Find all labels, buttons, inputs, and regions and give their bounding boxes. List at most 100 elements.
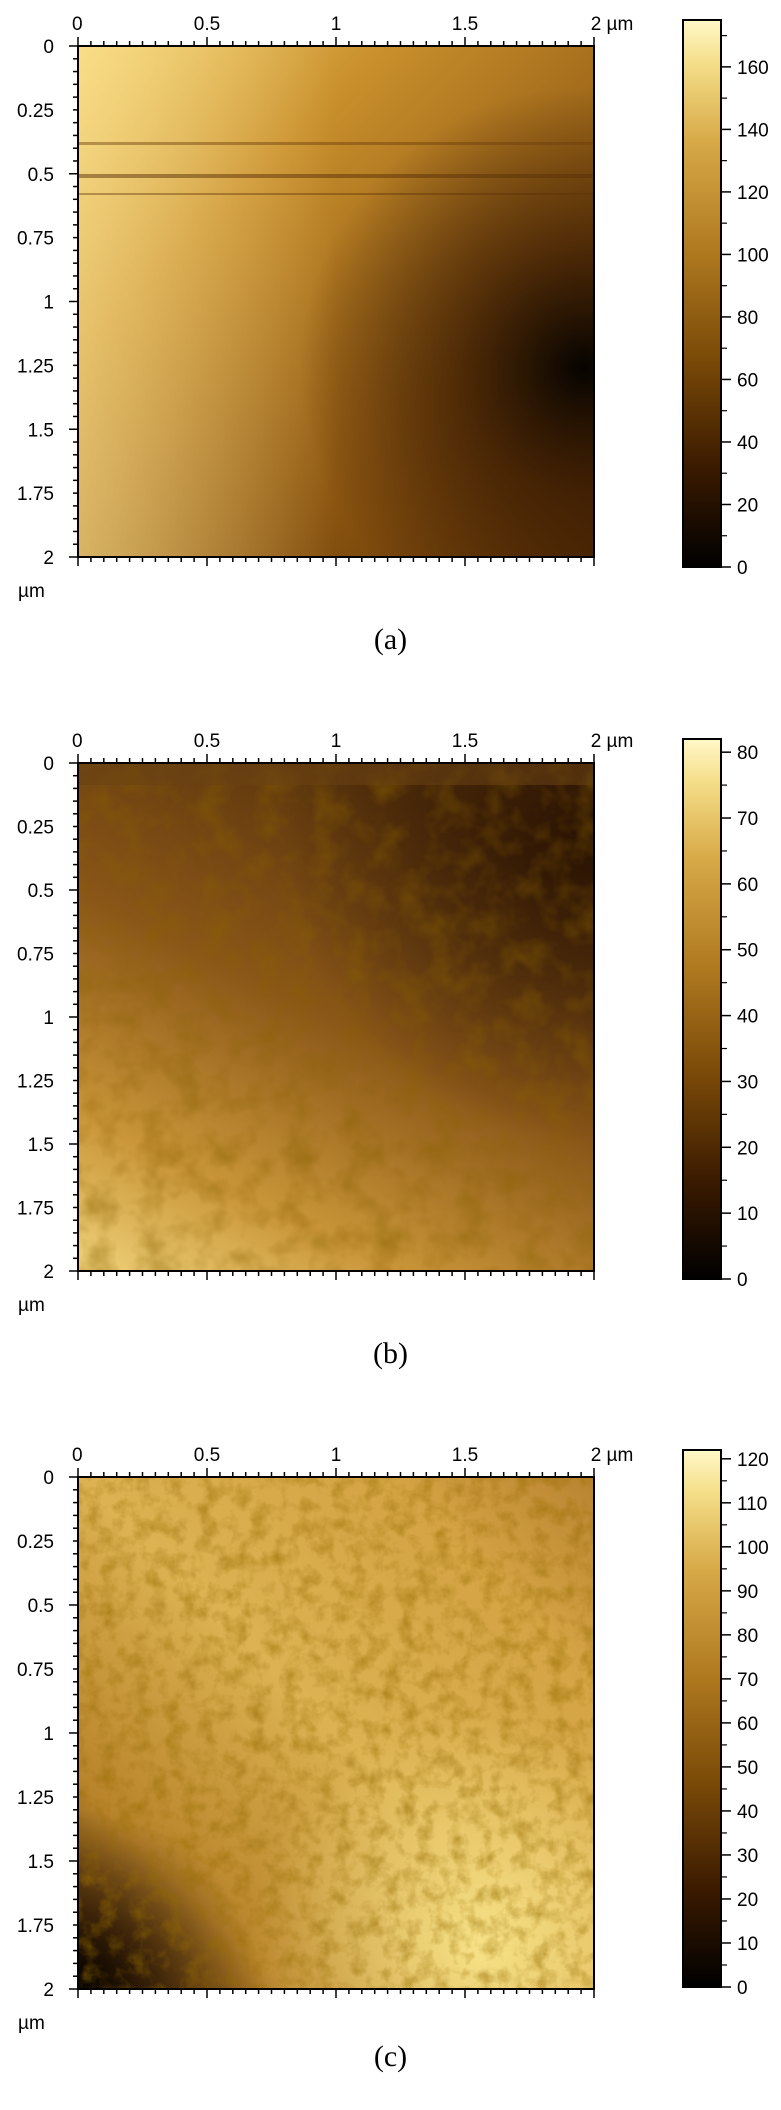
colorbar-tick-label: 50: [737, 941, 758, 962]
x-tick-label: 1.5: [452, 14, 478, 35]
x-axis-a: 0 0.5 1 1.5 2 µm: [72, 14, 633, 35]
colorbar-tick-label: 160: [737, 58, 769, 79]
x-tick-label: 0: [72, 1445, 83, 1466]
colorbar-tick-label: 40: [737, 1007, 758, 1028]
y-tick-label: 0.5: [28, 165, 54, 186]
colorbar-ticks-a: 0 20 40 60 80 100 120 140 160: [721, 35, 769, 579]
colorbar-tick-label: 20: [737, 495, 758, 516]
x-tick-label: 1: [331, 1445, 342, 1466]
y-tick-label: 1.5: [28, 1852, 54, 1873]
y-tick-label: 0.75: [17, 1660, 54, 1681]
y-tick-label: 0.5: [28, 881, 54, 902]
colorbar-tick-label: 0: [737, 558, 748, 579]
x-tick-label: 1: [331, 731, 342, 752]
y-tick-label: 1.25: [17, 356, 54, 377]
x-axis-b: 0 0.5 1 1.5 2 µm: [72, 731, 633, 752]
y-tick-label: 1: [43, 1008, 54, 1029]
afm-figure-c: 0 0.5 1 1.5 2 µm 0 0.25 0.5 0.75 1 1.25 1.5 1.75 2 µm…: [17, 1445, 769, 2034]
colorbar-ticks-c: 0 10 20 30 40 50 60 70 80 90 100 110 120: [721, 1450, 769, 1999]
colorbar-tick-label: 0: [737, 1270, 748, 1291]
y-axis-a: 0 0.25 0.5 0.75 1 1.25 1.5 1.75 2 µm: [17, 37, 54, 602]
colorbar-tick-label: 70: [737, 809, 758, 830]
colorbar-tick-label: 120: [737, 1450, 769, 1471]
colorbar-tick-label: 70: [737, 1670, 758, 1691]
afm-panel-a: 0 0.5 1 1.5 2 µm 0 0.25 0.5 0.75 1 1.25 1.5 1.75 2 µm…: [0, 0, 781, 690]
y-unit-label: µm: [18, 1295, 45, 1316]
colorbar-a: [682, 19, 722, 568]
x-tick-label: 2 µm: [591, 731, 634, 752]
colorbar-tick-label: 60: [737, 370, 758, 391]
colorbar-tick-label: 0: [737, 1978, 748, 1999]
afm-height-map-c: [78, 1477, 594, 1989]
minor-ticks-c: [69, 1468, 595, 1998]
x-tick-label: 0.5: [194, 731, 220, 752]
colorbar-c: [682, 1449, 722, 1988]
colorbar-ticks-b: 0 10 20 30 40 50 60 70 80: [721, 743, 758, 1291]
colorbar-tick-label: 90: [737, 1582, 758, 1603]
y-tick-label: 0.25: [17, 818, 54, 839]
x-tick-label: 1.5: [452, 1445, 478, 1466]
x-tick-label: 0.5: [194, 1445, 220, 1466]
afm-panel-c: 0 0.5 1 1.5 2 µm 0 0.25 0.5 0.75 1 1.25 1.5 1.75 2 µm…: [0, 1420, 781, 2110]
y-tick-label: 1: [43, 1724, 54, 1745]
y-tick-label: 0.75: [17, 229, 54, 250]
colorbar-tick-label: 60: [737, 1714, 758, 1735]
y-tick-label: 1: [43, 293, 54, 314]
colorbar-tick-label: 50: [737, 1758, 758, 1779]
colorbar-tick-label: 20: [737, 1890, 758, 1911]
minor-ticks-b: [69, 754, 595, 1280]
y-tick-label: 0: [43, 1468, 54, 1489]
x-tick-label: 2 µm: [591, 14, 634, 35]
y-tick-label: 1.25: [17, 1788, 54, 1809]
afm-figure-a: 0 0.5 1 1.5 2 µm 0 0.25 0.5 0.75 1 1.25 1.5 1.75 2 µm…: [17, 14, 769, 602]
colorbar-tick-label: 80: [737, 308, 758, 329]
colorbar-tick-label: 30: [737, 1846, 758, 1867]
colorbar-tick-label: 110: [737, 1494, 767, 1515]
y-tick-label: 2: [43, 1262, 54, 1283]
y-tick-label: 0: [43, 754, 54, 775]
afm-height-map-a: [78, 46, 594, 557]
y-tick-label: 2: [43, 1980, 54, 2001]
y-tick-label: 0.5: [28, 1596, 54, 1617]
caption-a: (a): [373, 623, 408, 656]
colorbar-tick-label: 30: [737, 1072, 758, 1093]
x-tick-label: 0: [72, 14, 83, 35]
x-tick-label: 0: [72, 731, 83, 752]
colorbar-tick-label: 80: [737, 743, 758, 764]
colorbar-tick-label: 60: [737, 875, 758, 896]
caption-c: (c): [373, 2040, 408, 2073]
colorbar-b: [682, 738, 722, 1280]
colorbar-tick-label: 10: [737, 1204, 758, 1225]
y-tick-label: 1.5: [28, 420, 54, 441]
afm-panel-b: 0 0.5 1 1.5 2 µm 0 0.25 0.5 0.75 1 1.25 1.5 1.75 2 µm…: [0, 712, 781, 1402]
y-axis-b: 0 0.25 0.5 0.75 1 1.25 1.5 1.75 2 µm: [17, 754, 54, 1316]
y-unit-label: µm: [18, 581, 45, 602]
x-tick-label: 1: [331, 14, 342, 35]
minor-ticks-a: [69, 37, 595, 566]
colorbar-tick-label: 10: [737, 1934, 758, 1955]
colorbar-tick-label: 100: [737, 245, 769, 266]
afm-figure-b: 0 0.5 1 1.5 2 µm 0 0.25 0.5 0.75 1 1.25 1.5 1.75 2 µm…: [17, 731, 758, 1316]
colorbar-tick-label: 80: [737, 1626, 758, 1647]
y-tick-label: 0: [43, 37, 54, 58]
colorbar-tick-label: 120: [737, 183, 769, 204]
y-tick-label: 0.25: [17, 1532, 54, 1553]
colorbar-tick-label: 100: [737, 1538, 769, 1559]
x-tick-label: 2 µm: [591, 1445, 634, 1466]
y-tick-label: 1.5: [28, 1135, 54, 1156]
y-unit-label: µm: [18, 2013, 45, 2034]
colorbar-tick-label: 20: [737, 1138, 758, 1159]
afm-height-map-b: [78, 763, 594, 1271]
y-tick-label: 1.75: [17, 1199, 54, 1220]
caption-b: (b): [373, 1337, 408, 1370]
y-tick-label: 0.75: [17, 945, 54, 966]
y-tick-label: 1.75: [17, 484, 54, 505]
y-tick-label: 0.25: [17, 101, 54, 122]
colorbar-tick-label: 40: [737, 1802, 758, 1823]
y-tick-label: 1.25: [17, 1072, 54, 1093]
colorbar-tick-label: 40: [737, 433, 758, 454]
x-axis-c: 0 0.5 1 1.5 2 µm: [72, 1445, 633, 1466]
x-tick-label: 1.5: [452, 731, 478, 752]
y-tick-label: 2: [43, 548, 54, 569]
y-axis-c: 0 0.25 0.5 0.75 1 1.25 1.5 1.75 2 µm: [17, 1468, 54, 2034]
